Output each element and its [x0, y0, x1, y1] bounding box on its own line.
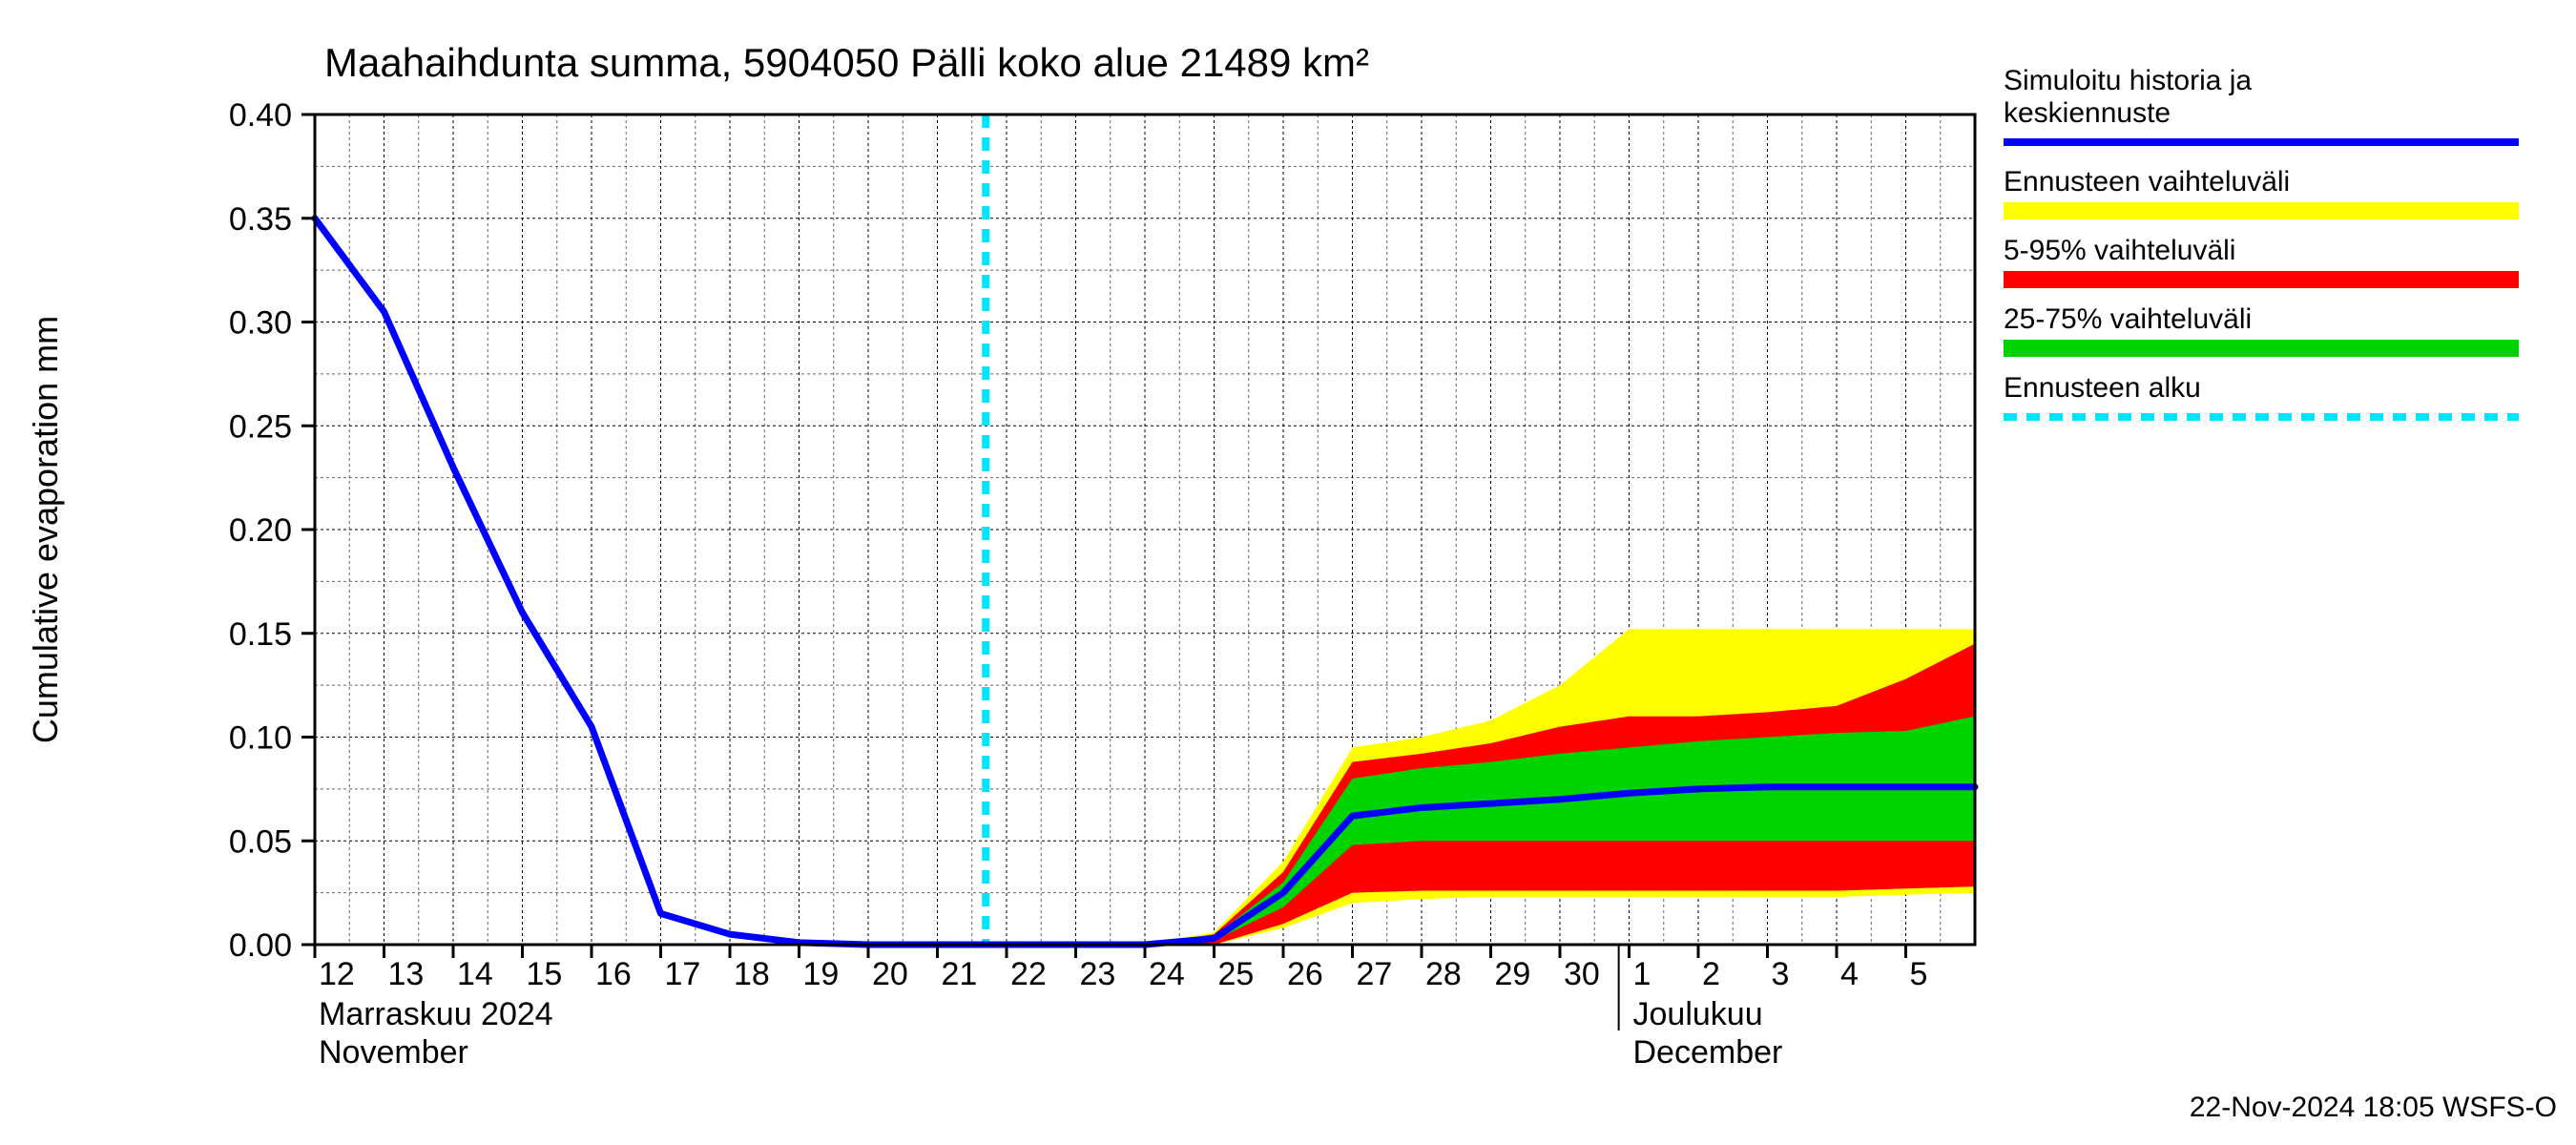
xtick-label: 24	[1149, 956, 1185, 992]
ytick-label: 0.35	[229, 201, 292, 238]
xtick-label: 19	[803, 956, 840, 992]
legend-label: Ennusteen alku	[2004, 372, 2201, 404]
legend-swatch	[2004, 340, 2519, 357]
month-label-en: December	[1633, 1034, 1783, 1071]
xtick-label: 13	[388, 956, 425, 992]
chart-container: 0.000.050.100.150.200.250.300.350.401213…	[0, 0, 2576, 1145]
legend-label: Ennusteen vaihteluväli	[2004, 166, 2290, 198]
xtick-label: 23	[1080, 956, 1116, 992]
month-label-en: November	[319, 1034, 468, 1071]
xtick-label: 27	[1357, 956, 1393, 992]
legend-swatch	[2004, 202, 2519, 219]
xtick-label: 17	[665, 956, 701, 992]
xtick-label: 25	[1218, 956, 1255, 992]
xtick-label: 26	[1287, 956, 1323, 992]
xtick-label: 3	[1772, 956, 1790, 992]
xtick-label: 15	[527, 956, 563, 992]
ytick-label: 0.25	[229, 408, 292, 445]
xtick-label: 5	[1910, 956, 1928, 992]
month-label-fi: Joulukuu	[1633, 996, 1763, 1032]
ytick-label: 0.40	[229, 97, 292, 134]
xtick-label: 1	[1633, 956, 1652, 992]
legend-label: keskiennuste	[2004, 97, 2171, 129]
legend-label: Simuloitu historia ja	[2004, 65, 2252, 96]
ytick-label: 0.15	[229, 616, 292, 653]
xtick-label: 16	[595, 956, 632, 992]
month-label-fi: Marraskuu 2024	[319, 996, 553, 1032]
y-axis-label: Cumulative evaporation mm	[26, 316, 65, 743]
legend-label: 5-95% vaihteluväli	[2004, 235, 2235, 266]
xtick-label: 22	[1010, 956, 1047, 992]
xtick-label: 4	[1840, 956, 1859, 992]
xtick-label: 30	[1564, 956, 1600, 992]
ytick-label: 0.05	[229, 823, 292, 860]
xtick-label: 12	[319, 956, 355, 992]
chart-svg: 0.000.050.100.150.200.250.300.350.401213…	[0, 0, 2576, 1145]
legend-swatch	[2004, 271, 2519, 288]
xtick-label: 18	[734, 956, 770, 992]
xtick-label: 20	[872, 956, 908, 992]
legend-label: 25-75% vaihteluväli	[2004, 303, 2252, 335]
ytick-label: 0.20	[229, 512, 292, 549]
ytick-label: 0.30	[229, 305, 292, 342]
chart-title: Maahaihdunta summa, 5904050 Pälli koko a…	[324, 40, 1369, 85]
ytick-label: 0.10	[229, 720, 292, 757]
xtick-label: 21	[942, 956, 978, 992]
xtick-label: 2	[1702, 956, 1720, 992]
footer-timestamp: 22-Nov-2024 18:05 WSFS-O	[2190, 1092, 2557, 1123]
xtick-label: 14	[457, 956, 493, 992]
xtick-label: 29	[1495, 956, 1531, 992]
xtick-label: 28	[1425, 956, 1462, 992]
ytick-label: 0.00	[229, 927, 292, 964]
